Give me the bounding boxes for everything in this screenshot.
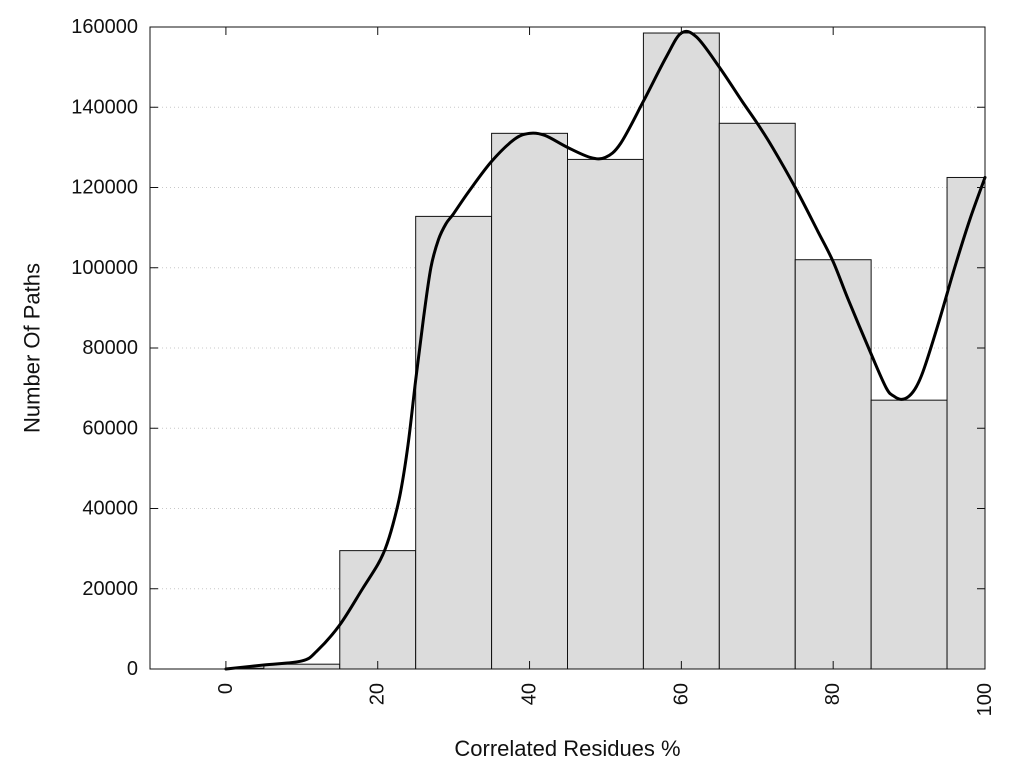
x-tick-label-3: 60 — [670, 683, 692, 705]
y-tick-label-0: 0 — [127, 658, 138, 680]
bars — [225, 32, 986, 670]
y-tick-label-2: 40000 — [82, 498, 138, 520]
bar-5 — [567, 158, 644, 670]
x-tick-labels: 0 20 40 60 80 100 — [215, 683, 996, 716]
bar-9 — [870, 399, 948, 670]
y-tick-label-1: 20000 — [82, 578, 138, 600]
axis-ticks — [150, 26, 986, 670]
x-axis-title: Correlated Residues % — [454, 736, 680, 761]
bar-10 — [946, 176, 986, 670]
y-tick-label-3: 60000 — [82, 417, 138, 439]
y-tick-label-5: 100000 — [71, 257, 138, 279]
curve-line — [224, 29, 987, 671]
x-tick-label-2: 40 — [519, 683, 541, 705]
y-tick-label-6: 120000 — [71, 177, 138, 199]
smooth-curve — [224, 29, 987, 671]
y-tick-label-7: 140000 — [71, 96, 138, 118]
x-tick-label-4: 80 — [822, 683, 844, 705]
y-tick-labels: 0 20000 40000 60000 80000 100000 120000 140000 1… — [71, 16, 138, 680]
x-tick-label-5: 100 — [974, 683, 996, 716]
x-tick-label-0: 0 — [215, 683, 237, 694]
bar-8 — [794, 259, 872, 670]
x-tick-label-1: 20 — [367, 683, 389, 705]
bar-6 — [642, 32, 720, 670]
y-tick-label-8: 160000 — [71, 16, 138, 38]
bar-2 — [339, 550, 417, 670]
y-tick-label-4: 80000 — [82, 337, 138, 359]
bar-4 — [491, 132, 568, 670]
bar-7 — [718, 122, 796, 670]
y-axis-title: Number Of Paths — [20, 263, 45, 433]
